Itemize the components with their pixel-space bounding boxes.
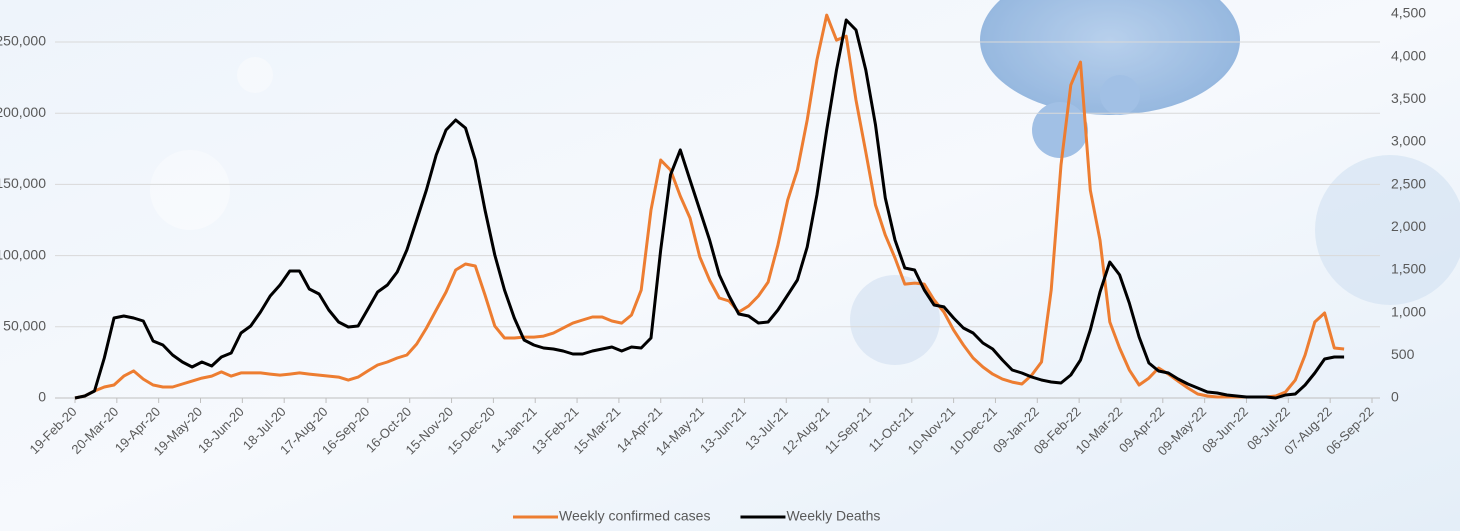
chart: 0 50,000 100,000 150,000 200,000 250,000 0 500 1… <box>0 0 1460 531</box>
legend-label: Weekly Deaths <box>786 508 880 524</box>
y-tick-label: 100,000 <box>0 246 46 262</box>
y-tick-label: 150,000 <box>0 175 46 191</box>
y2-tick-label: 0 <box>1391 389 1399 405</box>
y2-tick-label: 3,000 <box>1391 133 1426 149</box>
y-tick-label: 50,000 <box>3 318 46 334</box>
y2-tick-label: 1,500 <box>1391 261 1426 277</box>
y2-tick-label: 2,000 <box>1391 218 1426 234</box>
y2-tick-label: 1,000 <box>1391 303 1426 319</box>
y2-tick-label: 4,000 <box>1391 47 1426 63</box>
legend: Weekly confirmed cases Weekly Deaths <box>513 508 880 524</box>
page: {"chart_data": { "type": "line", "x": ["… <box>0 0 1460 531</box>
y2-tick-label: 4,500 <box>1391 5 1426 21</box>
y-tick-label: 200,000 <box>0 104 46 120</box>
y2-tick-label: 500 <box>1391 346 1415 362</box>
y2-tick-label: 3,500 <box>1391 90 1426 106</box>
y-tick-label: 0 <box>38 389 46 405</box>
background <box>0 0 1460 531</box>
y-tick-label: 250,000 <box>0 33 46 49</box>
legend-label: Weekly confirmed cases <box>559 508 710 524</box>
y2-tick-label: 2,500 <box>1391 175 1426 191</box>
